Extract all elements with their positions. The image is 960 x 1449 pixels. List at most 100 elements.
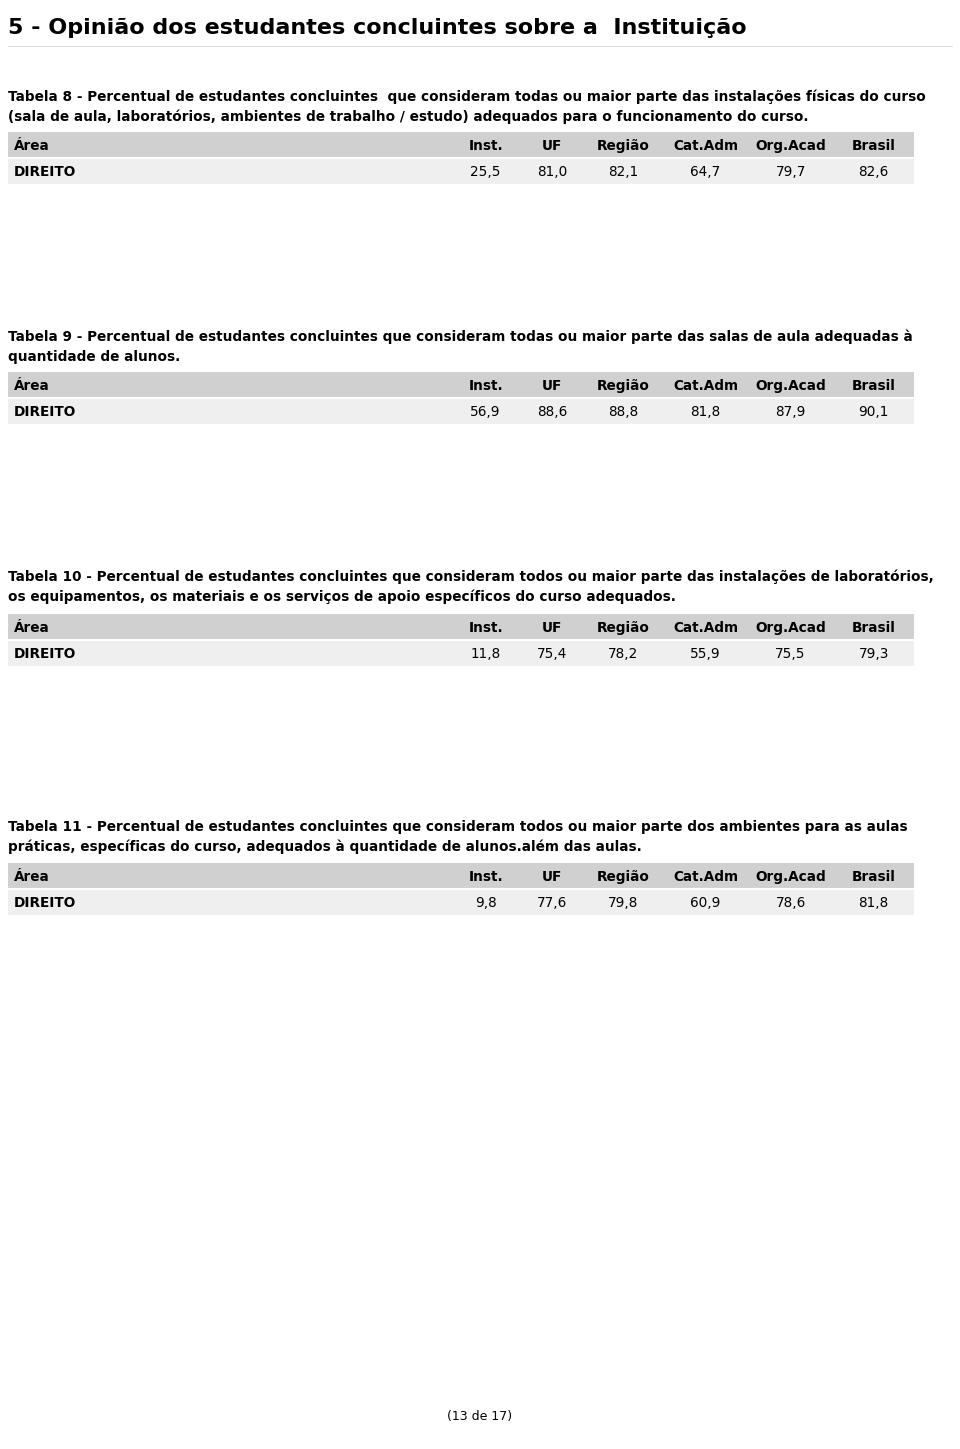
Text: 11,8: 11,8 [470, 646, 501, 661]
Bar [450, 158, 521, 184]
Bar [450, 890, 521, 914]
Bar [8, 398, 450, 425]
Bar [8, 372, 450, 398]
Bar [748, 158, 833, 184]
Text: Área: Área [14, 869, 50, 884]
Bar [8, 640, 450, 667]
Bar [450, 132, 521, 158]
Text: 5 - Opinião dos estudantes concluintes sobre a  Instituição: 5 - Opinião dos estudantes concluintes s… [8, 17, 747, 38]
Text: Região: Região [596, 620, 650, 635]
Bar [663, 158, 748, 184]
Text: Brasil: Brasil [852, 869, 896, 884]
Bar [450, 640, 521, 667]
Bar [748, 614, 833, 640]
Text: UF: UF [542, 869, 563, 884]
Bar [833, 372, 914, 398]
Text: Inst.: Inst. [468, 620, 503, 635]
Text: 75,5: 75,5 [776, 646, 805, 661]
Bar [521, 372, 583, 398]
Bar [521, 614, 583, 640]
Text: Área: Área [14, 620, 50, 635]
Bar [583, 158, 663, 184]
Text: 77,6: 77,6 [537, 895, 567, 910]
Bar [833, 132, 914, 158]
Text: Cat.Adm: Cat.Adm [673, 378, 738, 393]
Bar [450, 398, 521, 425]
Bar [748, 890, 833, 914]
Text: Org.Acad: Org.Acad [756, 869, 826, 884]
Bar [521, 398, 583, 425]
Text: UF: UF [542, 139, 563, 152]
Text: 78,2: 78,2 [608, 646, 638, 661]
Text: 90,1: 90,1 [858, 404, 889, 419]
Text: DIREITO: DIREITO [14, 165, 76, 178]
Bar [833, 158, 914, 184]
Text: 81,0: 81,0 [537, 165, 567, 178]
Text: Org.Acad: Org.Acad [756, 378, 826, 393]
Bar [663, 372, 748, 398]
Text: Brasil: Brasil [852, 620, 896, 635]
Text: 79,7: 79,7 [776, 165, 805, 178]
Bar [450, 614, 521, 640]
Text: 87,9: 87,9 [776, 404, 805, 419]
Bar [663, 398, 748, 425]
Text: Tabela 10 - Percentual de estudantes concluintes que consideram todos ou maior p: Tabela 10 - Percentual de estudantes con… [8, 569, 934, 584]
Text: 81,8: 81,8 [858, 895, 889, 910]
Text: 88,6: 88,6 [537, 404, 567, 419]
Text: Cat.Adm: Cat.Adm [673, 620, 738, 635]
Bar [521, 890, 583, 914]
Text: 55,9: 55,9 [690, 646, 721, 661]
Bar [663, 614, 748, 640]
Text: (sala de aula, laboratórios, ambientes de trabalho / estudo) adequados para o fu: (sala de aula, laboratórios, ambientes d… [8, 110, 808, 125]
Bar [521, 864, 583, 890]
Text: os equipamentos, os materiais e os serviços de apoio específicos do curso adequa: os equipamentos, os materiais e os servi… [8, 590, 676, 604]
Text: UF: UF [542, 620, 563, 635]
Bar [833, 890, 914, 914]
Bar [833, 398, 914, 425]
Text: Tabela 9 - Percentual de estudantes concluintes que consideram todas ou maior pa: Tabela 9 - Percentual de estudantes conc… [8, 330, 913, 345]
Text: Inst.: Inst. [468, 378, 503, 393]
Text: 82,6: 82,6 [858, 165, 889, 178]
Bar [663, 640, 748, 667]
Bar [8, 614, 450, 640]
Text: 78,6: 78,6 [776, 895, 805, 910]
Bar [583, 614, 663, 640]
Text: Cat.Adm: Cat.Adm [673, 139, 738, 152]
Bar [748, 640, 833, 667]
Text: práticas, específicas do curso, adequados à quantidade de alunos.além das aulas.: práticas, específicas do curso, adequado… [8, 840, 641, 855]
Text: 64,7: 64,7 [690, 165, 721, 178]
Text: Inst.: Inst. [468, 869, 503, 884]
Bar [663, 864, 748, 890]
Text: Região: Região [596, 869, 650, 884]
Text: 56,9: 56,9 [470, 404, 501, 419]
Text: Região: Região [596, 139, 650, 152]
Text: Org.Acad: Org.Acad [756, 620, 826, 635]
Text: Tabela 8 - Percentual de estudantes concluintes  que consideram todas ou maior p: Tabela 8 - Percentual de estudantes conc… [8, 90, 925, 104]
Text: quantidade de alunos.: quantidade de alunos. [8, 351, 180, 364]
Text: 81,8: 81,8 [690, 404, 721, 419]
Text: Região: Região [596, 378, 650, 393]
Text: 82,1: 82,1 [608, 165, 638, 178]
Text: (13 de 17): (13 de 17) [447, 1410, 513, 1423]
Text: 25,5: 25,5 [470, 165, 501, 178]
Bar [8, 864, 450, 890]
Bar [521, 158, 583, 184]
Text: 60,9: 60,9 [690, 895, 721, 910]
Bar [583, 864, 663, 890]
Text: Brasil: Brasil [852, 139, 896, 152]
Bar [521, 132, 583, 158]
Text: Brasil: Brasil [852, 378, 896, 393]
Text: 88,8: 88,8 [608, 404, 638, 419]
Bar [450, 864, 521, 890]
Text: 79,3: 79,3 [858, 646, 889, 661]
Text: Área: Área [14, 139, 50, 152]
Bar [748, 372, 833, 398]
Text: Inst.: Inst. [468, 139, 503, 152]
Bar [748, 398, 833, 425]
Text: DIREITO: DIREITO [14, 895, 76, 910]
Text: 9,8: 9,8 [475, 895, 496, 910]
Bar [450, 372, 521, 398]
Text: DIREITO: DIREITO [14, 646, 76, 661]
Bar [8, 132, 450, 158]
Bar [663, 890, 748, 914]
